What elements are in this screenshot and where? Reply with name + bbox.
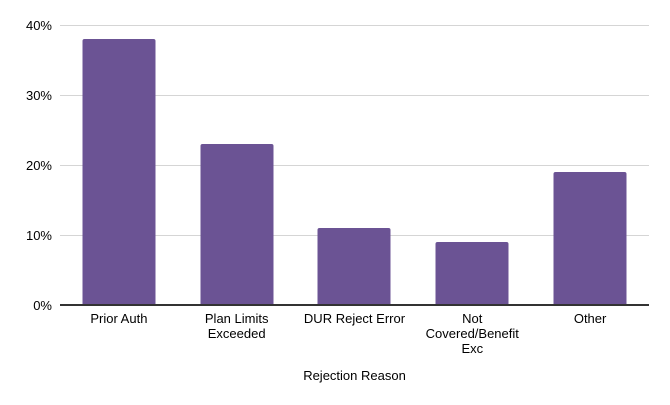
x-axis-labels: Prior Auth Plan Limits Exceeded DUR Reject… — [60, 311, 649, 356]
bars-container — [60, 25, 649, 305]
gridline-20 — [60, 165, 649, 166]
x-category-label-other: Other — [573, 311, 607, 326]
bar-other — [553, 172, 627, 305]
plot-area — [60, 25, 649, 306]
bar-prior-auth — [82, 39, 156, 305]
y-tick-label-40: 40% — [25, 18, 52, 33]
x-category-label-not-covered-benefit-exc: Not Covered/Benefit Exc — [425, 311, 519, 356]
bar-plan-limits-exceeded — [200, 144, 274, 305]
gridline-30 — [60, 95, 649, 96]
x-label-slot-other: Other — [531, 311, 649, 356]
y-axis: 0% 10% 20% 30% 40% — [0, 18, 52, 313]
y-tick-label-10: 10% — [25, 228, 52, 243]
bar-not-covered-benefit-exc — [435, 242, 509, 305]
bar-dur-reject-error — [317, 228, 391, 305]
x-label-slot-plan-limits-exceeded: Plan Limits Exceeded — [178, 311, 296, 356]
gridline-40 — [60, 25, 649, 26]
x-label-slot-prior-auth: Prior Auth — [60, 311, 178, 356]
x-axis-line — [60, 304, 649, 306]
bar-slot-dur-reject-error — [296, 25, 414, 305]
bar-slot-plan-limits-exceeded — [178, 25, 296, 305]
x-category-label-plan-limits-exceeded: Plan Limits Exceeded — [204, 311, 269, 341]
x-label-slot-dur-reject-error: DUR Reject Error — [296, 311, 414, 356]
bar-slot-not-covered-benefit-exc — [413, 25, 531, 305]
y-tick-label-30: 30% — [25, 88, 52, 103]
x-axis-title: Rejection Reason — [303, 368, 406, 383]
x-label-slot-not-covered-benefit-exc: Not Covered/Benefit Exc — [413, 311, 531, 356]
x-category-label-dur-reject-error: DUR Reject Error — [303, 311, 406, 326]
y-tick-label-0: 0% — [33, 298, 52, 313]
y-tick-label-20: 20% — [25, 158, 52, 173]
x-category-label-prior-auth: Prior Auth — [90, 311, 148, 326]
bar-slot-prior-auth — [60, 25, 178, 305]
bar-slot-other — [531, 25, 649, 305]
